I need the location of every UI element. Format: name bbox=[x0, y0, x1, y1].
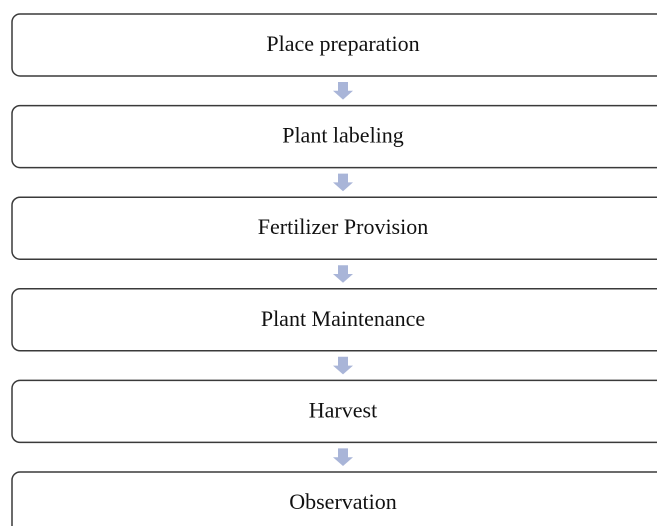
flow-arrow bbox=[333, 356, 353, 375]
step-box bbox=[11, 471, 657, 526]
flow-arrow bbox=[333, 173, 353, 192]
step-box bbox=[11, 379, 657, 444]
step-label: Fertilizer Provision bbox=[258, 214, 428, 239]
step-label: Observation bbox=[289, 489, 397, 514]
step-label: Place preparation bbox=[266, 31, 419, 56]
flow-arrow bbox=[333, 82, 353, 100]
flow-arrow bbox=[333, 265, 353, 283]
step-box bbox=[11, 196, 657, 260]
step-box bbox=[11, 104, 657, 169]
flow-arrow bbox=[333, 448, 353, 466]
step-label: Harvest bbox=[309, 397, 377, 422]
step-label: Plant labeling bbox=[282, 123, 404, 148]
step-box bbox=[11, 13, 657, 77]
step-box bbox=[11, 288, 657, 352]
step-label: Plant Maintenance bbox=[261, 306, 425, 331]
